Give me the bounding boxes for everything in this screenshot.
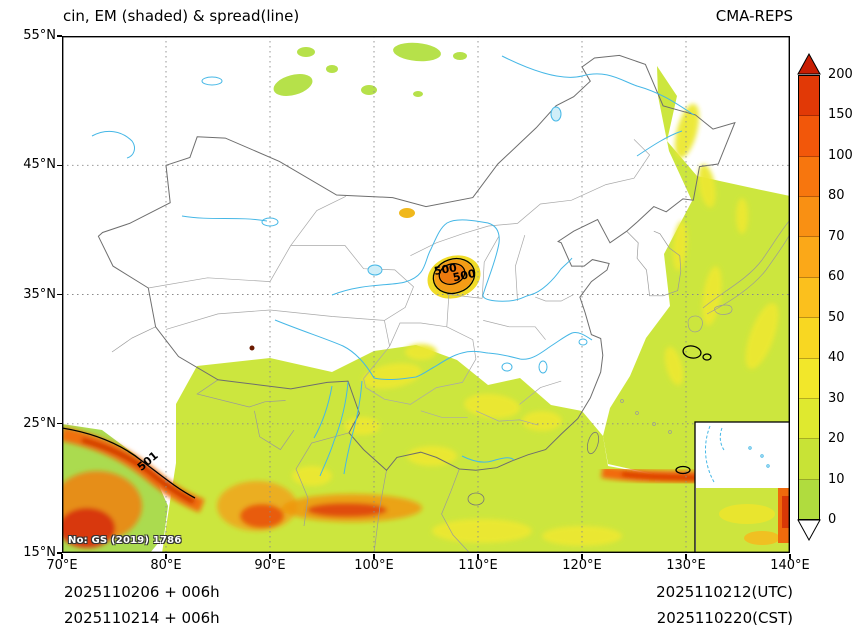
- plot-title: cin, EM (shaded) & spread(line): [63, 7, 300, 25]
- inset-south-china-sea: [694, 421, 790, 553]
- init-time-utc: 2025110206 + 006h: [64, 583, 220, 601]
- colorbar-segment: [799, 116, 819, 157]
- y-tick-mark: [57, 35, 62, 37]
- x-tick-label: 80°E: [150, 558, 182, 573]
- y-tick-mark: [57, 293, 62, 296]
- init-time-cst: 2025110214 + 006h: [64, 609, 220, 627]
- colorbar-segment: [799, 197, 819, 238]
- x-tick-label: 140°E: [770, 558, 810, 573]
- y-tick-label: 55°N: [23, 28, 56, 43]
- colorbar-segment: [799, 358, 819, 399]
- valid-time-utc: 2025110212(UTC): [656, 583, 793, 601]
- x-tick-label: 100°E: [354, 558, 394, 573]
- colorbar-segment: [799, 439, 819, 480]
- y-tick-mark: [57, 552, 62, 554]
- colorbar-tick-label: 80: [828, 188, 845, 204]
- license-watermark: No: GS (2019) 1786: [68, 535, 182, 546]
- x-tick-label: 120°E: [562, 558, 602, 573]
- x-tick-label: 70°E: [46, 558, 78, 573]
- colorbar-tick-label: 200: [828, 67, 853, 82]
- colorbar-over-arrow-shape: [797, 52, 821, 75]
- x-tick-label: 110°E: [458, 558, 498, 573]
- x-tick-mark: [61, 554, 63, 559]
- foreign-boundaries: [111, 219, 790, 553]
- plot-frame: [62, 36, 790, 553]
- x-tick-label: 90°E: [254, 558, 286, 573]
- x-tick-mark: [581, 554, 583, 559]
- model-name: CMA-REPS: [715, 7, 793, 25]
- province-boundaries: [148, 139, 651, 426]
- contour-label-500-a: 500: [433, 261, 458, 278]
- colorbar-tick-label: 60: [828, 269, 845, 285]
- contour-label-500-b: 500: [452, 267, 478, 285]
- x-tick-label: 130°E: [666, 558, 706, 573]
- map-plot: 500 500 501 No: GS (2019) 1786: [62, 36, 790, 553]
- y-tick-label: 35°N: [23, 286, 56, 302]
- colorbar-tick-label: 100: [828, 147, 853, 163]
- colorbar-segment: [799, 318, 819, 359]
- x-tick-mark: [269, 554, 271, 559]
- colorbar-tick-label: 150: [828, 107, 853, 123]
- colorbar-over-arrow: [797, 52, 821, 75]
- colorbar-segment: [799, 479, 819, 519]
- map-canvas: 500 500 501: [62, 36, 790, 553]
- y-tick-label: 45°N: [23, 157, 56, 173]
- x-tick-mark: [789, 554, 791, 559]
- x-tick-mark: [685, 554, 687, 559]
- colorbar-segment: [799, 277, 819, 319]
- y-tick-label: 25°N: [23, 415, 56, 431]
- colorbar-segment: [799, 76, 819, 117]
- x-tick-mark: [165, 554, 167, 559]
- valid-time-cst: 2025110220(CST): [656, 609, 793, 627]
- x-tick-mark: [477, 554, 479, 559]
- colorbar-under-arrow: [797, 519, 821, 542]
- x-tick-mark: [373, 554, 375, 559]
- colorbar-tick-label: 0: [828, 512, 837, 527]
- colorbar-tick-label: 10: [828, 471, 845, 487]
- colorbar-tick-label: 50: [828, 309, 845, 325]
- colorbar-tick-label: 70: [828, 228, 845, 244]
- colorbar-under-arrow-shape: [797, 519, 821, 542]
- y-tick-mark: [57, 164, 62, 166]
- colorbar-segment: [799, 156, 819, 198]
- colorbar: [798, 75, 820, 520]
- colorbar-tick-label: 30: [828, 390, 845, 406]
- colorbar-tick-label: 20: [828, 431, 845, 447]
- rivers-lakes: [91, 55, 695, 477]
- map-shading: [62, 42, 790, 553]
- colorbar-segment: [799, 237, 819, 278]
- colorbar-segment: [799, 398, 819, 440]
- colorbar-tick-label: 40: [828, 350, 845, 366]
- y-tick-mark: [57, 423, 62, 425]
- china-boundary: [97, 54, 736, 472]
- y-tick-label: 15°N: [23, 545, 56, 560]
